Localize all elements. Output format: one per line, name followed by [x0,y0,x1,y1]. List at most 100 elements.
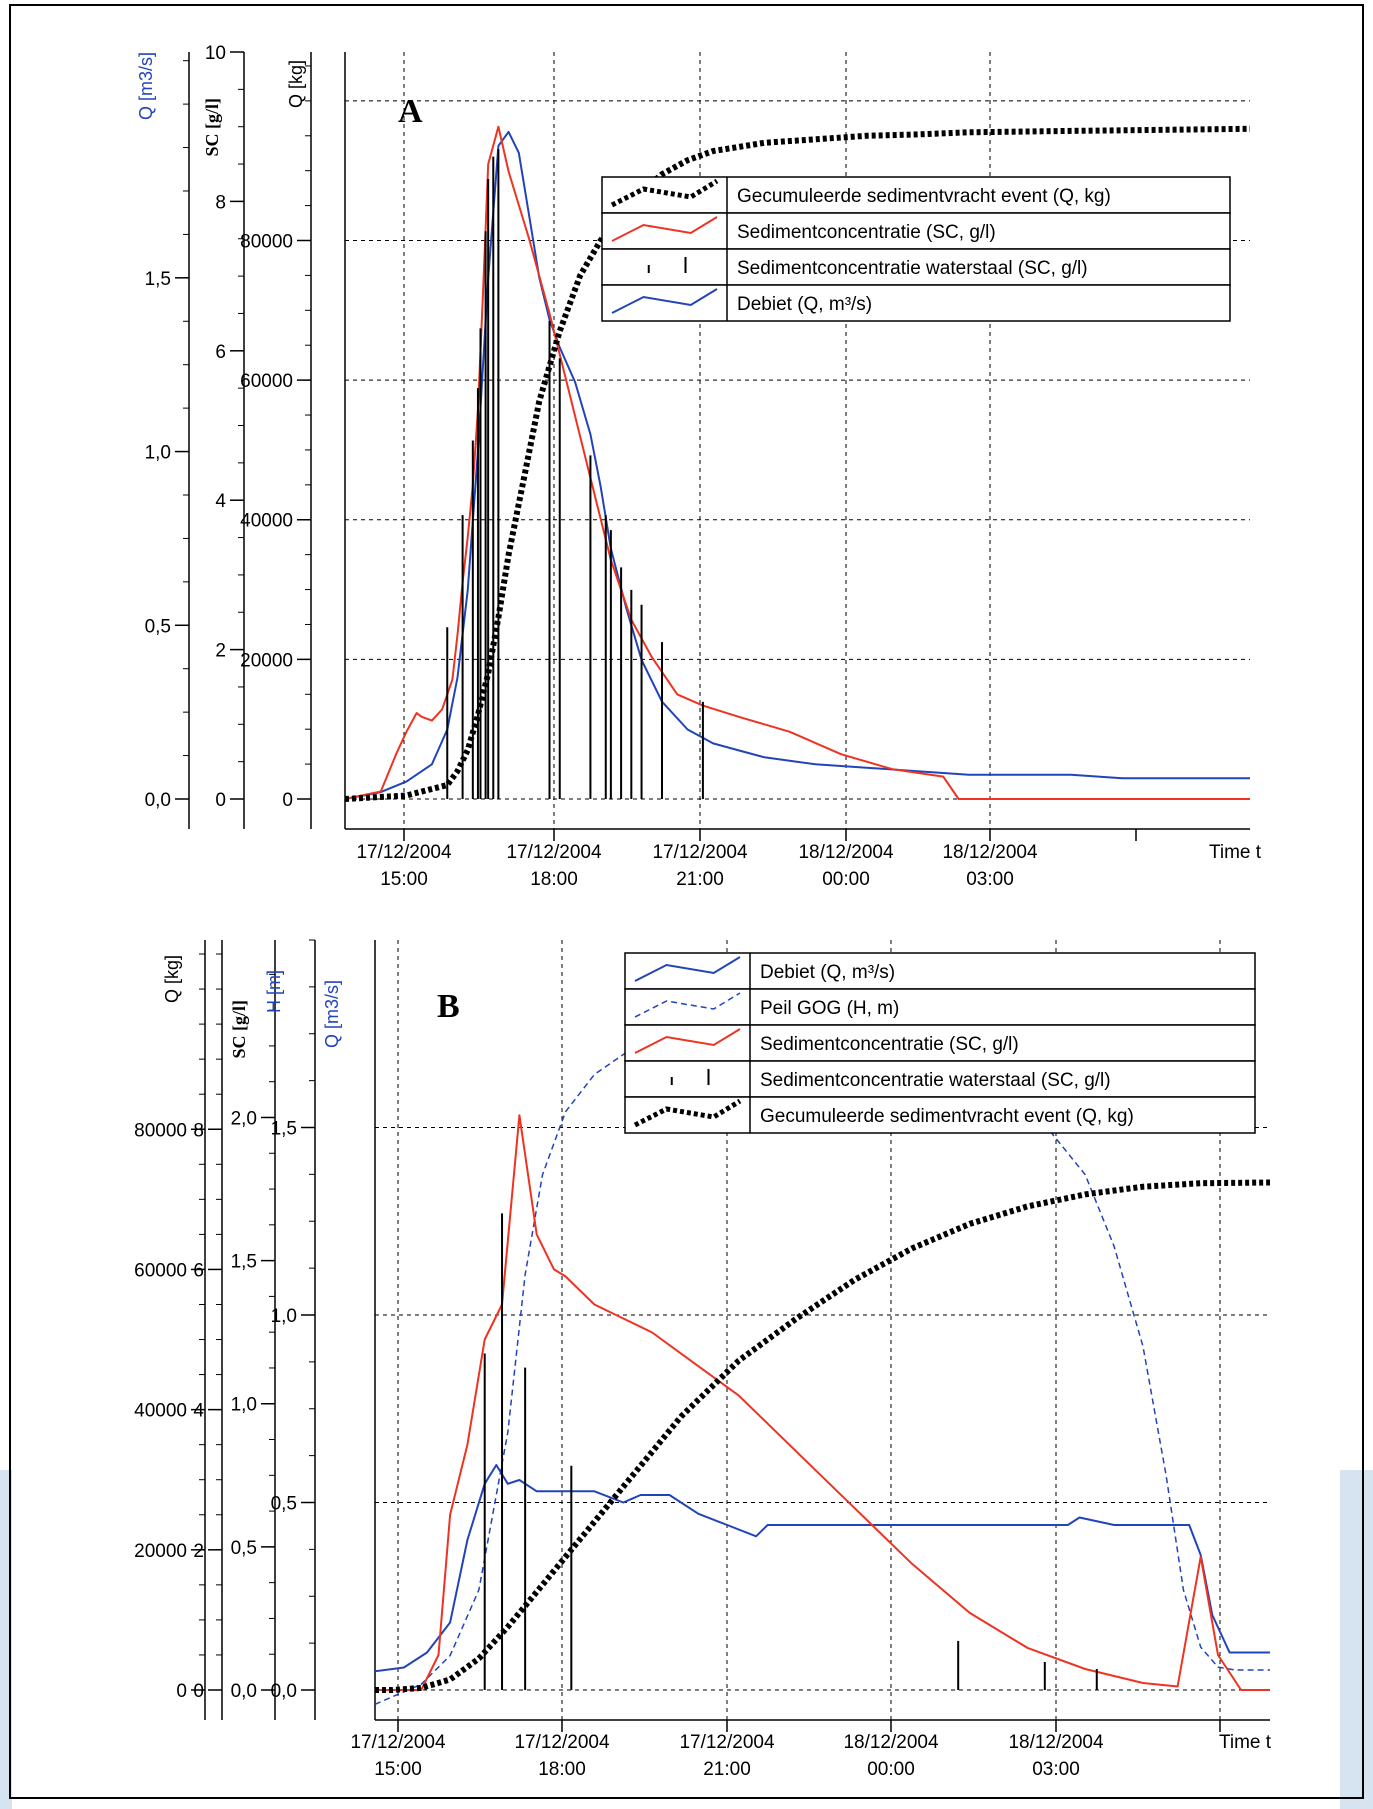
y-axis-label: H [m] [264,970,284,1013]
panel-letter: A [398,93,423,130]
y-tick-label: 2,0 [231,1108,257,1129]
x-tick-label-date: 17/12/2004 [506,842,602,863]
legend-line-icon [610,178,719,208]
legend-label: Gecumuleerde sedimentvracht event (Q, kg… [737,186,1111,207]
figure-border [9,4,1364,1799]
y-tick-label: 40000 [240,511,293,532]
legend-row [624,1024,1256,1062]
y-axis-2: 0,0 0,5 1,0 1,5 2,0 H [m] [231,940,284,1720]
legend-label: Peil GOG (H, m) [760,998,899,1019]
legend-label: Sedimentconcentratie (SC, g/l) [737,222,996,243]
x-tick-label-date: 17/12/2004 [652,842,748,863]
legend: Gecumuleerde sedimentvracht event (Q, kg… [601,176,1231,322]
legend-row [624,1096,1256,1134]
legend-row [624,988,1256,1026]
x-axis-title: Time t [1219,1732,1272,1753]
y-tick-label: 0 [193,1681,204,1702]
y-tick-label: 0,0 [271,1681,297,1702]
y-tick-label: 20000 [240,650,293,671]
y-axis-0: 0,0 0,5 1,0 1,5 Q [m3/s] [136,52,190,829]
legend-line-icon [611,216,718,242]
legend-row [601,176,1231,214]
series-0 [374,1464,1270,1673]
x-tick-label-hour: 18:00 [538,1759,586,1780]
y-tick-label: 1,5 [231,1252,257,1273]
x-tick-label-date: 18/12/2004 [942,842,1038,863]
y-tick-label: 1,0 [271,1306,297,1327]
legend-label: Sedimentconcentratie waterstaal (SC, g/l… [760,1070,1111,1091]
x-tick-label-hour: 15:00 [380,869,428,890]
y-axis-label: Q [m3/s] [136,52,156,120]
series-4 [483,1213,1098,1690]
y-tick-label: 0,5 [145,616,171,637]
series-1 [344,125,1250,800]
y-axis-label: SC [g/l] [229,1000,249,1059]
legend-line-icon [634,1028,741,1054]
legend-row [624,952,1256,990]
y-tick-label: 8 [215,192,226,213]
y-axis-0: 0 20000 40000 60000 80000 Q [kg] [134,940,206,1720]
x-tick-label-hour: 03:00 [1032,1759,1080,1780]
series-2 [375,1114,1270,1691]
x-axis-title: Time t [1209,842,1262,863]
y-tick-label: 6 [193,1260,204,1281]
x-tick-label-date: 17/12/2004 [350,1732,446,1753]
y-axis-label: Q [kg] [286,60,306,108]
x-tick-label-date: 17/12/2004 [514,1732,610,1753]
legend-label: Gecumuleerde sedimentvracht event (Q, kg… [760,1106,1134,1127]
y-tick-label: 20000 [134,1541,187,1562]
y-tick-label: 40000 [134,1401,187,1422]
series-line [375,1114,1270,1691]
x-tick-label-hour: 15:00 [374,1759,422,1780]
y-tick-label: 4 [193,1401,204,1422]
legend-line-icon [634,956,741,982]
x-tick-label-date: 18/12/2004 [1008,1732,1104,1753]
y-tick-label: 60000 [240,371,293,392]
panel-letter: B [437,988,460,1025]
y-tick-label: 4 [215,491,226,512]
legend-label: Debiet (Q, m³/s) [737,294,872,315]
y-axis-1: 0 2 4 6 8 SC [g/l] [193,940,249,1720]
y-tick-label: 0 [215,790,226,811]
y-tick-label: 1,5 [145,269,171,290]
panel-b: 17/12/2004 15:00 17/12/2004 18:00 17/12/2004… [134,939,1272,1780]
series-line [344,130,1250,800]
y-tick-label: 8 [193,1120,204,1141]
x-tick-label-hour: 21:00 [676,869,724,890]
panel-a: 17/12/2004 15:00 17/12/2004 18:00 17/12/2004… [136,43,1262,890]
x-tick-label-date: 17/12/2004 [679,1732,775,1753]
y-tick-label: 0 [176,1681,187,1702]
x-tick-label-date: 18/12/2004 [798,842,894,863]
y-tick-label: 0,0 [231,1681,257,1702]
series-3 [446,149,704,799]
y-tick-label: 60000 [134,1260,187,1281]
y-tick-label: 0,5 [231,1538,257,1559]
series-line [344,125,1250,800]
y-tick-label: 1,0 [231,1395,257,1416]
legend-label: Debiet (Q, m³/s) [760,962,895,983]
legend-line-icon [633,1098,742,1128]
y-tick-label: 0 [282,790,293,811]
y-tick-label: 10 [205,43,226,64]
y-tick-label: 1,0 [145,443,171,464]
legend-line-icon [611,288,718,314]
x-tick-label-date: 17/12/2004 [356,842,452,863]
y-tick-label: 1,5 [271,1119,297,1140]
x-tick-label-hour: 00:00 [867,1759,915,1780]
x-tick-label-hour: 21:00 [703,1759,751,1780]
x-tick-label-hour: 00:00 [822,869,870,890]
y-axis-label: Q [kg] [162,955,182,1003]
legend-label: Sedimentconcentratie waterstaal (SC, g/l… [737,258,1088,279]
legend-row [601,284,1231,322]
y-tick-label: 0,0 [145,790,171,811]
x-tick-label-hour: 18:00 [530,869,578,890]
y-tick-label: 0,5 [271,1494,297,1515]
series-line [374,1464,1270,1673]
frame-edge-shade [1340,1470,1373,1809]
y-tick-label: 2 [193,1541,204,1562]
y-axis-3: 0,0 0,5 1,0 1,5 Q [m3/s] [271,939,342,1720]
y-tick-label: 80000 [134,1120,187,1141]
series-line [375,1179,1271,1693]
